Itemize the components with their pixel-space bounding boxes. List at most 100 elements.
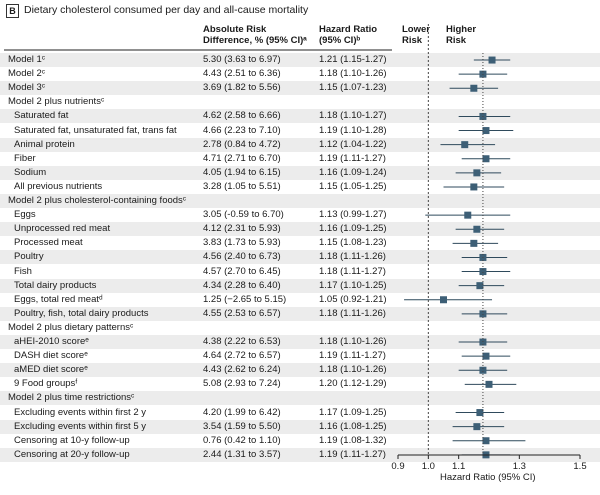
hazard-ratio-value: 1.21 (1.15-1.27) (319, 54, 387, 65)
hazard-ratio-value: 1.18 (1.11-1.26) (319, 307, 386, 319)
x-axis-title: Hazard Ratio (95% CI) (440, 472, 536, 483)
abs-risk-value: 3.54 (1.59 to 5.50) (203, 420, 281, 432)
abs-risk-value: 4.64 (2.72 to 6.57) (203, 350, 281, 362)
row-label: DASH diet scoreᵉ (14, 350, 88, 362)
row-label: Excluding events within first 5 y (14, 420, 147, 432)
row-label: Model 2 plus cholesterol-containing food… (8, 195, 187, 206)
hazard-ratio-value: 1.19 (1.10-1.28) (319, 124, 387, 136)
row-label: All previous nutrients (14, 180, 103, 192)
higher-risk-line1: Higher (446, 24, 477, 35)
abs-risk-value: 4.71 (2.71 to 6.70) (203, 152, 281, 164)
hr-header-line2: (95% CI)ᵇ (319, 35, 361, 46)
lower-risk-header: Lower Risk (402, 24, 430, 46)
abs-risk-value: 4.12 (2.31 to 5.93) (203, 223, 281, 235)
hr-header-line1: Hazard Ratio (319, 24, 378, 35)
row-stripe (0, 335, 600, 350)
hr-point (476, 282, 484, 290)
higher-risk-header: Higher Risk (446, 24, 476, 46)
row-stripe (0, 165, 600, 180)
row-label: Model 2 plus dietary patternsᶜ (8, 321, 134, 333)
hr-point (479, 268, 487, 276)
row-stripe (0, 137, 600, 152)
row-label: Model 1ᶜ (8, 54, 46, 65)
hr-point (473, 225, 481, 233)
hr-point (470, 239, 478, 247)
hr-point (485, 380, 493, 388)
row-label: Model 2 plus nutrientsᶜ (8, 96, 105, 108)
hr-point (479, 310, 487, 318)
abs-risk-value: 2.44 (1.31 to 3.57) (203, 448, 281, 460)
abs-risk-header-line2: Difference, % (95% CI)ᵃ (203, 35, 307, 46)
row-label: Excluding events within first 2 y (14, 406, 147, 418)
row-stripe (0, 419, 600, 434)
row-label: 9 Food groupsᶠ (14, 378, 78, 390)
hazard-ratio-value: 1.13 (0.99-1.27) (319, 209, 387, 221)
lower-risk-line1: Lower (402, 24, 430, 35)
higher-risk-line2: Risk (446, 35, 467, 46)
hazard-ratio-value: 1.19 (1.11-1.27) (319, 448, 386, 460)
hazard-ratio-value: 1.18 (1.10-1.26) (319, 68, 387, 80)
hr-point (464, 211, 472, 219)
lower-risk-line2: Risk (402, 35, 423, 46)
hr-point (461, 141, 469, 149)
row-stripe (0, 447, 600, 462)
row-label: Eggs, total red meatᵈ (14, 293, 103, 305)
abs-risk-value: 4.56 (2.40 to 6.73) (203, 251, 281, 263)
row-label: aHEI-2010 scoreᵉ (14, 336, 89, 347)
abs-risk-header: Absolute Risk Difference, % (95% CI)ᵃ (203, 24, 307, 46)
row-label: Fish (14, 265, 32, 277)
hazard-ratio-value: 1.18 (1.10-1.27) (319, 110, 387, 122)
row-label: Eggs (14, 209, 36, 221)
abs-risk-value: 4.66 (2.23 to 7.10) (203, 124, 281, 136)
row-label: Saturated fat, unsaturated fat, trans fa… (14, 124, 177, 136)
abs-risk-value: 4.05 (1.94 to 6.15) (203, 166, 281, 178)
x-tick-label: 1.5 (573, 461, 586, 472)
row-label: Censoring at 20-y follow-up (14, 448, 130, 460)
hazard-ratio-value: 1.18 (1.10-1.26) (319, 364, 387, 376)
hr-point (479, 338, 487, 346)
abs-risk-value: 3.69 (1.82 to 5.56) (203, 82, 281, 94)
abs-risk-value: 2.78 (0.84 to 4.72) (203, 138, 281, 150)
row-stripe (0, 222, 600, 237)
hr-point (476, 409, 484, 417)
x-tick-label: 1.0 (422, 461, 435, 472)
abs-risk-value: 4.38 (2.22 to 6.53) (203, 336, 281, 347)
x-tick-label: 1.3 (513, 461, 526, 472)
x-tick-label: 1.1 (452, 461, 465, 472)
panel-label: B (6, 4, 19, 18)
row-label: Saturated fat (14, 110, 69, 122)
row-stripe (0, 306, 600, 321)
hr-header: Hazard Ratio (95% CI)ᵇ (319, 24, 377, 46)
row-stripe (0, 363, 600, 378)
row-stripe (0, 81, 600, 96)
hazard-ratio-value: 1.18 (1.11-1.27) (319, 265, 386, 277)
abs-risk-value: 4.34 (2.28 to 6.40) (203, 279, 281, 291)
hr-point (479, 366, 487, 374)
row-label: Fiber (14, 152, 36, 164)
row-stripe (0, 53, 600, 68)
abs-risk-value: 5.30 (3.63 to 6.97) (203, 54, 281, 65)
hazard-ratio-value: 1.12 (1.04-1.22) (319, 138, 387, 150)
hr-point (470, 183, 478, 191)
row-label: Model 3ᶜ (8, 82, 46, 94)
abs-risk-value: 0.76 (0.42 to 1.10) (203, 434, 281, 446)
hazard-ratio-value: 1.15 (1.08-1.23) (319, 237, 387, 249)
hazard-ratio-value: 1.16 (1.09-1.25) (319, 223, 387, 235)
hr-point (470, 84, 478, 92)
abs-risk-value: 3.05 (-0.59 to 6.70) (203, 209, 284, 221)
hazard-ratio-value: 1.15 (1.07-1.23) (319, 82, 387, 94)
abs-risk-value: 4.43 (2.51 to 6.36) (203, 68, 281, 80)
row-label: Total dairy products (14, 279, 97, 291)
row-stripe (0, 194, 600, 209)
hr-point (482, 155, 490, 163)
row-label: Animal protein (14, 138, 75, 150)
abs-risk-value: 1.25 (−2.65 to 5.15) (203, 293, 287, 305)
abs-risk-value: 4.57 (2.70 to 6.45) (203, 265, 281, 277)
hazard-ratio-value: 1.15 (1.05-1.25) (319, 180, 387, 192)
row-stripe (0, 391, 600, 406)
panel-title: Dietary cholesterol consumed per day and… (24, 4, 309, 16)
hazard-ratio-value: 1.18 (1.10-1.26) (319, 336, 387, 347)
hazard-ratio-value: 1.17 (1.09-1.25) (319, 406, 387, 418)
